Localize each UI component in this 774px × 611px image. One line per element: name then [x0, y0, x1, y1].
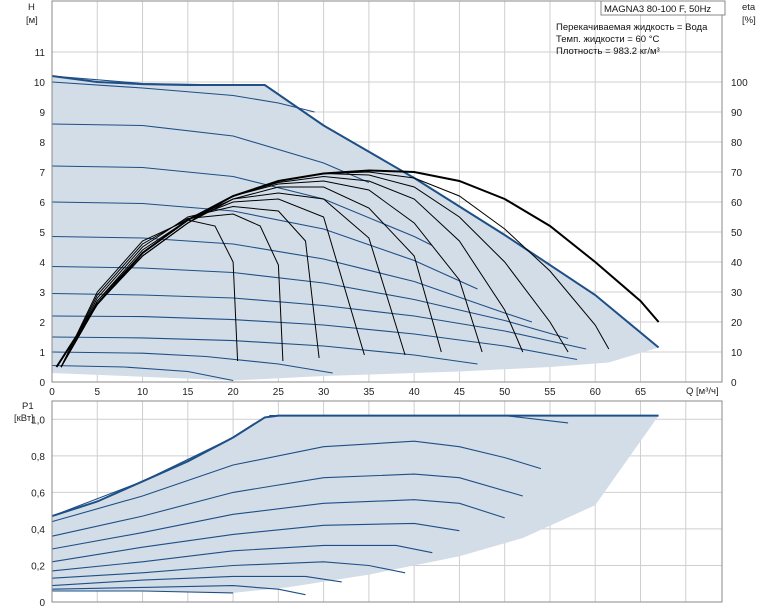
y-tick-label: 4: [39, 258, 45, 269]
p1-tick-label: 0: [39, 598, 45, 609]
power-curve-7: [51, 544, 433, 572]
x-tick-label: 15: [182, 387, 194, 398]
head-curve-6: [51, 235, 533, 323]
x-tick-label: 45: [454, 387, 466, 398]
plot-frame: [51, 0, 723, 383]
y-tick-label: 5: [39, 228, 45, 239]
x-tick-label: 60: [590, 387, 602, 398]
p1-tick-label: 0,8: [31, 452, 45, 463]
y-tick-label: 2: [39, 318, 45, 329]
efficiency-max-curve: [55, 169, 660, 368]
y-axis-unit: [м]: [26, 15, 38, 26]
x-tick-label: 35: [363, 387, 375, 398]
x-tick-label: 20: [228, 387, 240, 398]
y2-tick-label: 60: [731, 198, 743, 209]
head-curve-1: [51, 75, 265, 86]
x-tick-label: 55: [544, 387, 556, 398]
head-curve-3: [51, 123, 370, 184]
y2-tick-label: 90: [731, 108, 743, 119]
y2-tick-label: 20: [731, 318, 743, 329]
chart-title: MAGNA3 80-100 F, 50Hz: [604, 4, 711, 15]
power-curve-5: [51, 499, 505, 550]
y2-axis-unit: [%]: [742, 15, 756, 26]
x-tick-label: 30: [318, 387, 330, 398]
y2-tick-label: 10: [731, 348, 743, 359]
p1-tick-label: 0,2: [31, 561, 45, 572]
power-curve-9: [51, 575, 342, 587]
x-tick-label: 40: [409, 387, 421, 398]
p1-tick-label: 0,6: [31, 488, 45, 499]
power-curve-6: [51, 522, 460, 563]
y2-axis-label: eta: [742, 2, 756, 13]
power-panel: 0 0,2 0,4 0,6 0,8 1,0 P1[кВт]: [14, 400, 723, 609]
y-tick-label: 9: [39, 108, 45, 119]
head-curve-2: [51, 81, 315, 113]
p1-axis-unit: [кВт]: [14, 413, 34, 424]
y-tick-label: 7: [39, 168, 45, 179]
power-curve-11: [52, 590, 234, 594]
x-tick-label: 0: [49, 387, 55, 398]
info-fluid: Перекачиваемая жидкость = Вода: [556, 22, 708, 33]
y-tick-label: 11: [35, 48, 46, 59]
power-curve-8: [51, 561, 406, 579]
y-tick-label: 0: [39, 378, 45, 389]
y-axis-label: H: [28, 2, 35, 13]
y-tick-label: 3: [39, 288, 45, 299]
y2-tick-label: 100: [731, 78, 748, 89]
efficiency-curve-3: [60, 205, 320, 368]
y-tick-label: 8: [39, 138, 45, 149]
head-curve-8: [51, 292, 587, 350]
y-tick-label: 1: [39, 348, 45, 359]
x-tick-label: 65: [635, 387, 647, 398]
power-curve-10: [51, 585, 306, 596]
info-density: Плотность = 983.2 кг/м³: [556, 46, 660, 57]
p1-tick-label: 0,4: [31, 525, 45, 536]
power-curve-1: [51, 416, 266, 517]
head-curve-4: [51, 165, 433, 246]
plot-frame: [51, 400, 723, 603]
operating-envelope: [52, 76, 659, 381]
y2-tick-label: 40: [731, 258, 743, 269]
head-curve-5: [51, 201, 478, 290]
y-tick-label: 10: [34, 78, 46, 89]
y2-tick-label: 50: [731, 228, 743, 239]
x-axis-label: Q [м³/ч]: [686, 386, 719, 397]
x-tick-label: 5: [94, 387, 100, 398]
x-tick-label: 25: [273, 387, 285, 398]
y2-tick-label: 0: [731, 378, 737, 389]
y2-tick-label: 70: [731, 168, 743, 179]
operating-envelope: [52, 415, 659, 593]
y-tick-label: 6: [39, 198, 45, 209]
head-curve-7: [51, 265, 569, 340]
head-efficiency-panel: 0 5 10 15 20 25 30 35 40 45 50 55 60 6501234567891011…: [26, 0, 756, 398]
p1-tick-label: 1,0: [31, 415, 45, 426]
efficiency-curve-2: [60, 213, 284, 368]
power-curve-3: [51, 440, 542, 523]
x-tick-label: 10: [137, 387, 149, 398]
head-curve-12: [51, 364, 234, 382]
head-curve-9: [51, 315, 578, 361]
power-curve-4: [51, 473, 523, 537]
y2-tick-label: 80: [731, 138, 743, 149]
head-curve-11: [51, 351, 333, 374]
info-temperature: Темп. жидкости = 60 °C: [556, 34, 659, 45]
p1-axis-label: P1: [22, 401, 34, 412]
head-curve-10: [51, 336, 478, 365]
y2-tick-label: 30: [731, 288, 743, 299]
x-tick-label: 50: [499, 387, 511, 398]
power-curve-2: [269, 415, 569, 424]
chart-title-box: MAGNA3 80-100 F, 50Hz: [600, 0, 726, 16]
